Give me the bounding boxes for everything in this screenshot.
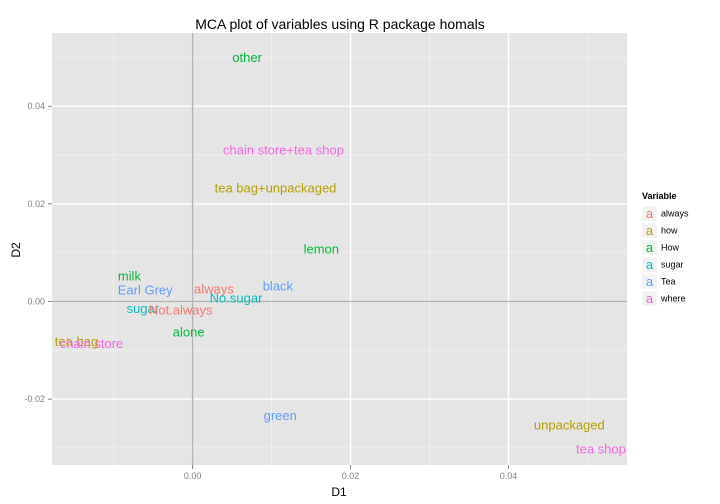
grid-minor	[52, 33, 627, 465]
y-axis-label: D2	[9, 242, 23, 258]
legend-glyph: a	[646, 274, 654, 289]
legend-label: sugar	[661, 260, 684, 270]
legend-key	[641, 290, 658, 307]
legend-glyph: a	[646, 291, 654, 306]
x-axis-label: D1	[331, 485, 347, 499]
point-label: Earl Grey	[118, 282, 173, 297]
x-tick-label: 0.04	[500, 471, 518, 481]
legend-label: always	[661, 209, 689, 219]
point-label: black	[263, 278, 294, 293]
legend-glyph: a	[646, 206, 654, 221]
x-axis-ticks: 0.00 0.02 0.04	[184, 465, 517, 481]
point-label: chain store+tea shop	[223, 143, 344, 158]
point-label: unpackaged	[534, 417, 605, 432]
data-labels: other chain store+tea shop tea bag+unpacka…	[55, 50, 626, 456]
x-tick-label: 0.02	[342, 471, 360, 481]
point-label: sugar	[127, 301, 160, 316]
legend-glyph: a	[646, 223, 654, 238]
legend-key	[641, 273, 658, 290]
point-label: tea bag	[55, 334, 98, 349]
plot-panel	[52, 33, 627, 465]
point-label: chain store	[60, 336, 124, 351]
point-label: other	[232, 50, 262, 65]
y-tick-label: -0.02	[24, 394, 45, 404]
legend-key	[641, 205, 658, 222]
legend-label: where	[660, 294, 686, 304]
legend-label: how	[661, 226, 678, 236]
point-label: tea bag+unpackaged	[215, 181, 337, 196]
reference-lines	[52, 33, 627, 465]
legend-glyph: a	[646, 257, 654, 272]
y-axis-ticks: -0.02 0.00 0.02 0.04	[24, 101, 52, 404]
legend-glyph: a	[646, 240, 654, 255]
point-label: alone	[173, 325, 205, 340]
legend-label: Tea	[661, 277, 676, 287]
point-label: green	[264, 408, 297, 423]
point-label: always	[194, 281, 234, 296]
point-label: lemon	[304, 242, 339, 257]
chart-title: MCA plot of variables using R package ho…	[195, 16, 484, 32]
legend-key	[641, 256, 658, 273]
x-tick-label: 0.00	[184, 471, 202, 481]
legend-key	[641, 239, 658, 256]
y-tick-label: 0.02	[27, 199, 45, 209]
point-label: Not.always	[149, 302, 213, 317]
legend-label: How	[661, 243, 680, 253]
y-tick-label: 0.04	[27, 101, 45, 111]
y-tick-label: 0.00	[27, 296, 45, 306]
legend-title: Variable	[642, 191, 677, 201]
legend-key	[641, 222, 658, 239]
point-label: milk	[118, 269, 142, 284]
point-label: tea shop	[576, 441, 626, 456]
point-label: No.sugar	[210, 291, 263, 306]
